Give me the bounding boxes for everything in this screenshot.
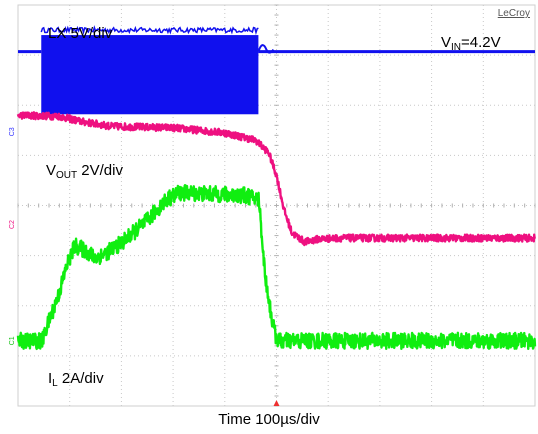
marker-c2: C2 [9,220,16,229]
vin-label: VIN=4.2V [441,34,501,53]
lx-switching-band [41,35,259,115]
marker-c1: C1 [9,336,16,345]
traces [16,25,537,351]
channel-markers: C3 C2 C1 [9,127,280,406]
vout-scale: 2V/div [77,162,123,179]
vout-symbol: V [46,162,57,179]
vout-subscript: OUT [56,170,78,181]
vin-value: =4.2V [461,34,501,51]
lx-trace [18,25,535,115]
lx-label: LX 5V/div [48,25,113,42]
il-symbol: I [48,370,53,387]
marker-c3: C3 [9,127,16,136]
brand-logo: LeCroy [497,8,530,19]
vout-label: VOUT 2V/div [46,162,123,181]
trigger-marker [273,400,280,406]
il-subscript: L [52,378,58,389]
grid [17,4,536,407]
vin-subscript: IN [451,42,462,53]
lx-ringing [257,44,275,54]
il-label: IL 2A/div [48,370,104,389]
vout-trace [16,111,537,247]
vin-symbol: V [441,34,452,51]
time-axis-label: Time 100µs/div [218,411,320,428]
il-scale: 2A/div [57,370,104,387]
il-trace [16,184,537,351]
lx-band-top-edge [40,25,259,36]
